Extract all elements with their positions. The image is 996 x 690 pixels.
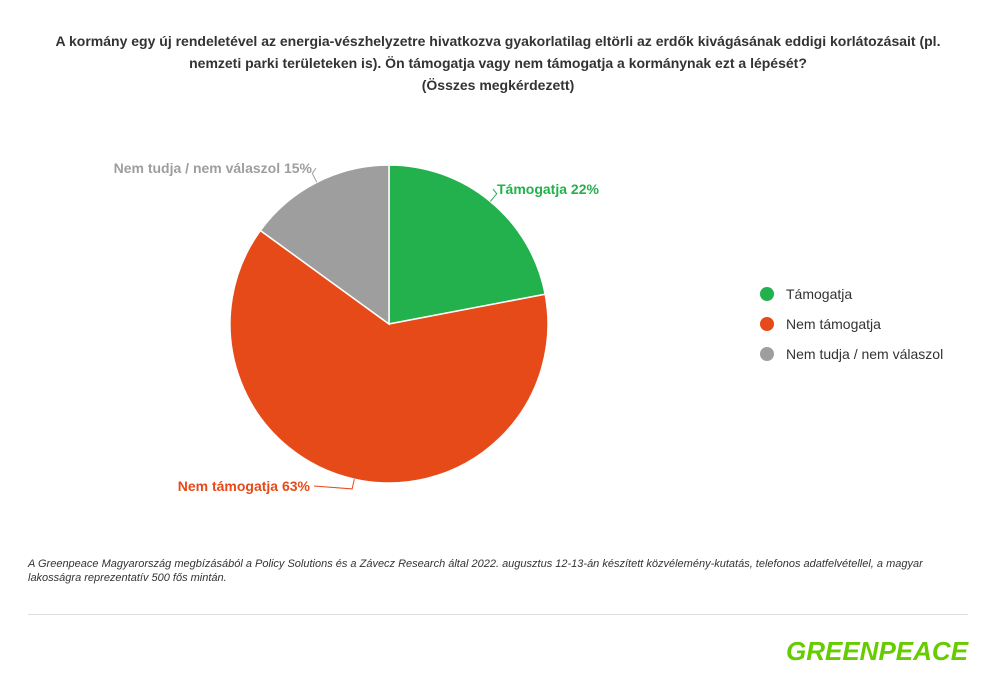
- legend-label: Nem tudja / nem válaszol: [786, 346, 944, 362]
- chart-subtitle: (Összes megkérdezett): [421, 77, 575, 93]
- divider: [28, 614, 968, 615]
- legend-item-tamogatja: Támogatja: [760, 286, 852, 302]
- pie-slice-1: [229, 229, 549, 484]
- data-label-1: Nem támogatja 63%: [178, 478, 311, 494]
- legend-swatch: [760, 287, 774, 301]
- legend-label: Támogatja: [786, 286, 853, 302]
- chart-title-line-1: A kormány egy új rendeletével az energia…: [55, 33, 941, 49]
- legend-swatch: [760, 347, 774, 361]
- data-label-2: Nem tudja / nem válaszol 15%: [114, 160, 313, 176]
- leader-line-1: [313, 479, 355, 490]
- chart-title-line-2: nemzeti parki területeken is). Ön támoga…: [189, 55, 807, 71]
- greenpeace-logo: GREENPEACE: [786, 636, 969, 666]
- pie-slice-0: [388, 164, 547, 325]
- legend-item-nem-tamogatja: Nem támogatja: [760, 316, 881, 332]
- leader-line-0: [489, 188, 498, 202]
- legend-swatch: [760, 317, 774, 331]
- pie-slice-2: [259, 164, 390, 326]
- legend-label: Nem támogatja: [786, 316, 881, 332]
- pie-chart: Támogatja 22% Nem támogatja 63% Nem tudja …: [114, 160, 600, 494]
- legend-item-nem-tudja: Nem tudja / nem válaszol: [760, 346, 943, 362]
- leader-line-2: [311, 167, 318, 183]
- data-label-0: Támogatja 22%: [497, 181, 599, 197]
- footnote: A Greenpeace Magyarország megbízásából a…: [28, 558, 923, 584]
